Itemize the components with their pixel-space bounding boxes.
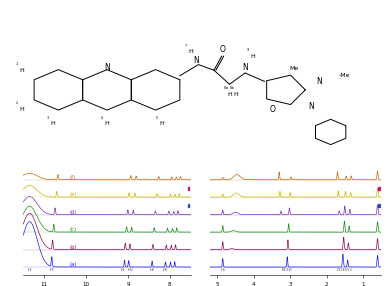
- Text: $_1$: $_1$: [15, 61, 19, 68]
- Text: H$_4$: H$_4$: [162, 267, 169, 274]
- Text: N: N: [242, 63, 248, 72]
- Text: Me: Me: [289, 66, 298, 71]
- Text: O: O: [219, 45, 226, 54]
- Bar: [378, 204, 380, 207]
- Bar: [187, 187, 189, 190]
- Text: (f): (f): [69, 175, 75, 180]
- Text: H$_6$: H$_6$: [219, 267, 226, 274]
- Text: H: H: [159, 121, 164, 126]
- Text: C(CH$_3$)$_2$: C(CH$_3$)$_2$: [336, 267, 352, 274]
- Text: $_5$: $_5$: [155, 114, 159, 122]
- Text: (c): (c): [69, 227, 77, 232]
- Text: (a): (a): [69, 262, 77, 267]
- Text: O: O: [269, 105, 275, 114]
- Text: (b): (b): [69, 245, 77, 250]
- Text: H: H: [251, 54, 255, 59]
- Text: $_3$: $_3$: [46, 114, 50, 122]
- Text: H: H: [233, 92, 238, 97]
- Text: H: H: [227, 92, 232, 97]
- Text: H$_3$: H$_3$: [149, 267, 155, 274]
- Text: H: H: [19, 68, 24, 73]
- Text: H: H: [19, 107, 24, 112]
- Text: H$_1$  H$_2$: H$_1$ H$_2$: [120, 267, 133, 274]
- Text: H$_7$: H$_7$: [49, 267, 55, 274]
- Text: N: N: [194, 56, 199, 65]
- Text: $_{8b}$: $_{8b}$: [229, 85, 235, 92]
- Text: (e): (e): [69, 192, 77, 197]
- Text: $_2$: $_2$: [15, 100, 19, 108]
- Text: N: N: [316, 77, 322, 86]
- Bar: [378, 187, 380, 190]
- Bar: [187, 204, 189, 207]
- Text: H: H: [188, 49, 193, 54]
- Text: H: H: [50, 121, 55, 126]
- Text: N: N: [308, 102, 314, 111]
- Text: $_7$: $_7$: [184, 43, 188, 50]
- Text: $_9$: $_9$: [246, 47, 250, 54]
- Text: NCH$_3$: NCH$_3$: [281, 267, 293, 274]
- Text: H: H: [105, 121, 109, 126]
- Text: -Me: -Me: [338, 73, 350, 78]
- Text: H$_?$: H$_?$: [26, 267, 33, 274]
- Text: $_4$: $_4$: [100, 114, 104, 122]
- Text: (d): (d): [69, 210, 77, 215]
- Text: $_{8a}$: $_{8a}$: [223, 85, 229, 92]
- Text: N: N: [104, 63, 110, 72]
